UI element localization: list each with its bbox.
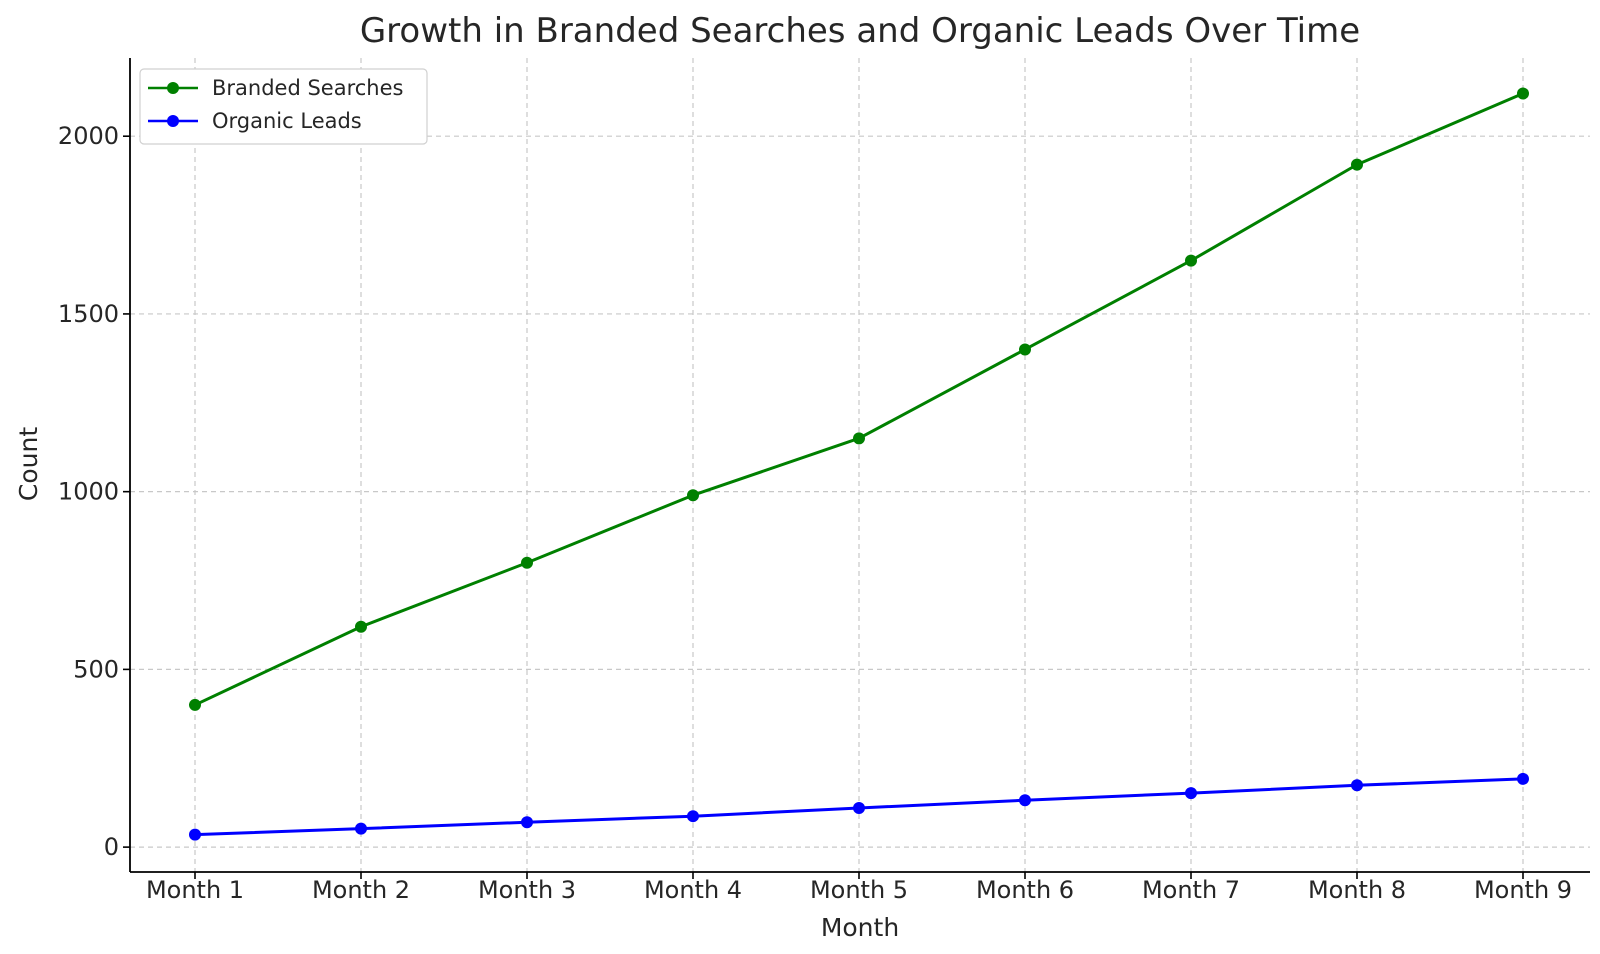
x-tick-label: Month 5 bbox=[810, 876, 908, 904]
data-point-organic-leads bbox=[1517, 772, 1529, 785]
legend-label-branded-searches: Branded Searches bbox=[212, 76, 403, 100]
legend: Branded Searches Organic Leads bbox=[139, 68, 428, 145]
x-tick-label: Month 4 bbox=[644, 876, 742, 904]
legend-marker-organic-leads bbox=[167, 115, 179, 127]
data-point-branded-searches bbox=[1019, 343, 1031, 356]
y-tick-label: 2000 bbox=[58, 122, 119, 150]
grid-layer bbox=[130, 58, 1590, 872]
data-point-organic-leads bbox=[355, 822, 367, 835]
data-point-branded-searches bbox=[521, 556, 533, 569]
data-point-organic-leads bbox=[1351, 779, 1363, 792]
legend-marker-branded-searches bbox=[167, 82, 179, 94]
ticks-layer: Month 1 Month 2 Month 3 Month 4 Month 5 Month… bbox=[58, 122, 1572, 904]
data-point-branded-searches bbox=[853, 432, 865, 445]
axes-layer bbox=[129, 58, 1590, 873]
data-point-branded-searches bbox=[1517, 87, 1529, 100]
data-point-organic-leads bbox=[521, 816, 533, 829]
data-point-organic-leads bbox=[1185, 787, 1197, 800]
legend-label-organic-leads: Organic Leads bbox=[212, 109, 362, 133]
data-point-organic-leads bbox=[687, 810, 699, 823]
x-tick-label: Month 3 bbox=[478, 876, 576, 904]
y-tick-label: 1000 bbox=[58, 478, 119, 506]
x-tick-label: Month 8 bbox=[1308, 876, 1406, 904]
data-point-branded-searches bbox=[687, 489, 699, 502]
y-tick-label: 1500 bbox=[58, 300, 119, 328]
x-tick-label: Month 9 bbox=[1474, 876, 1572, 904]
x-tick-label: Month 7 bbox=[1142, 876, 1240, 904]
y-tick-label: 500 bbox=[73, 655, 119, 683]
data-point-organic-leads bbox=[189, 828, 201, 841]
data-point-organic-leads bbox=[1019, 794, 1031, 807]
chart-title: Growth in Branded Searches and Organic L… bbox=[360, 11, 1360, 51]
x-tick-label: Month 1 bbox=[146, 876, 244, 904]
y-axis-label: Count bbox=[14, 427, 43, 501]
data-point-organic-leads bbox=[853, 802, 865, 815]
legend-box bbox=[139, 68, 428, 145]
y-tick-label: 0 bbox=[104, 833, 119, 861]
x-axis-label: Month bbox=[821, 913, 899, 942]
data-point-branded-searches bbox=[355, 620, 367, 633]
x-tick-label: Month 2 bbox=[312, 876, 410, 904]
series-layer bbox=[189, 87, 1529, 841]
x-tick-label: Month 6 bbox=[976, 876, 1074, 904]
data-point-branded-searches bbox=[1351, 158, 1363, 171]
data-point-branded-searches bbox=[189, 698, 201, 711]
data-point-branded-searches bbox=[1185, 254, 1197, 267]
